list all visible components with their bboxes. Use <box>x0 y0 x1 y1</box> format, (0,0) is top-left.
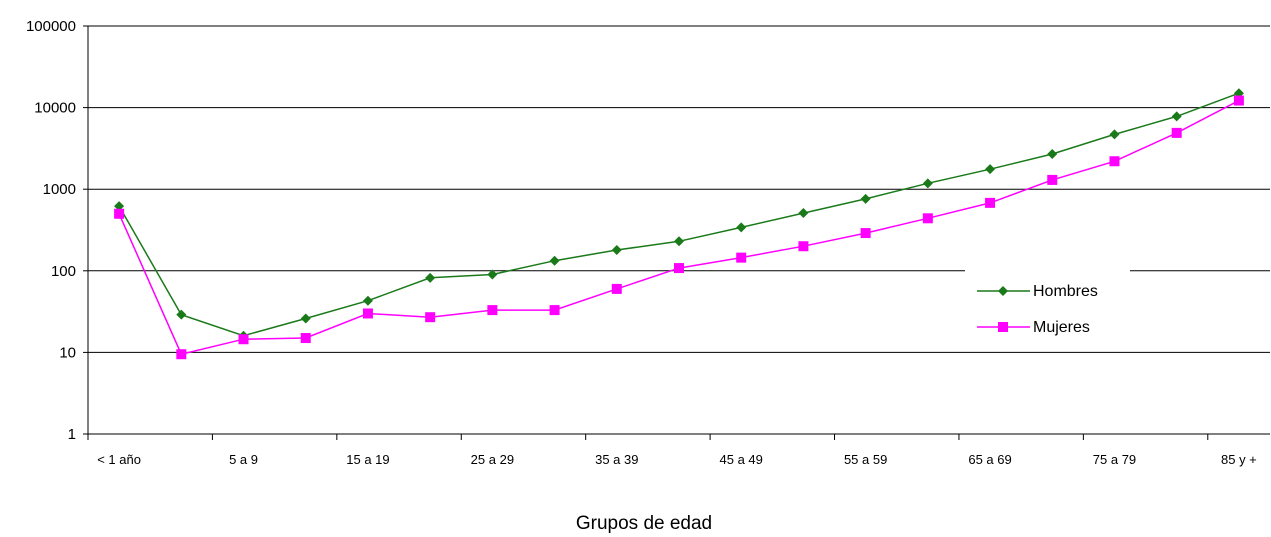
data-point <box>860 193 871 204</box>
data-point <box>176 309 187 320</box>
data-point <box>362 295 373 306</box>
y-tick-label: 10 <box>59 344 76 361</box>
x-tick-label: 35 a 39 <box>595 452 638 467</box>
data-point <box>674 263 684 274</box>
data-point <box>1109 129 1120 140</box>
x-tick-label: 25 a 29 <box>471 452 514 467</box>
data-point <box>300 313 311 324</box>
y-tick-label: 100000 <box>26 18 76 35</box>
y-tick-label: 10000 <box>34 100 76 117</box>
y-tick-label: 1 <box>68 426 76 443</box>
y-tick-label: 1000 <box>43 181 76 198</box>
data-point <box>425 272 436 283</box>
data-point <box>985 164 996 175</box>
data-point <box>798 208 809 219</box>
data-point <box>238 334 249 345</box>
data-point <box>611 244 622 255</box>
x-tick-label: 45 a 49 <box>720 452 763 467</box>
data-point <box>362 308 373 319</box>
data-point <box>1047 174 1058 185</box>
x-tick-label: 85 y + <box>1221 452 1257 467</box>
data-point <box>798 241 809 252</box>
data-point <box>487 305 498 316</box>
data-point <box>425 312 436 323</box>
data-point <box>1047 149 1058 160</box>
data-point <box>549 255 560 266</box>
data-point <box>922 213 933 224</box>
y-tick-labels: 1 10 100 1000 10000 100000 <box>26 18 76 443</box>
x-tick-label: 55 a 59 <box>844 452 887 467</box>
data-point <box>736 222 747 233</box>
legend-marker <box>998 286 1008 296</box>
legend-label: Hombres <box>1033 283 1098 300</box>
data-point <box>922 178 933 189</box>
data-point <box>114 201 125 212</box>
data-point <box>736 252 747 263</box>
legend-marker <box>998 322 1008 332</box>
x-tick-label: < 1 año <box>97 452 141 467</box>
data-point <box>1109 156 1120 167</box>
data-point <box>300 333 311 344</box>
series-group <box>114 88 1244 360</box>
data-point <box>487 269 498 280</box>
x-tick-label: 15 a 19 <box>346 452 389 467</box>
data-point <box>549 305 560 316</box>
data-point <box>114 208 125 219</box>
x-tick-labels: < 1 año 5 a 9 15 a 19 25 a 29 35 a 39 45 a 49… <box>97 452 1257 467</box>
legend-label: Mujeres <box>1033 319 1090 336</box>
data-point <box>611 283 622 294</box>
legend: Hombres Mujeres <box>965 268 1130 350</box>
data-point <box>1171 111 1182 122</box>
x-tick-label: 65 a 69 <box>968 452 1011 467</box>
data-point <box>1233 95 1244 106</box>
x-tick-label: 5 a 9 <box>229 452 258 467</box>
data-point <box>985 197 996 208</box>
legend-box <box>965 268 1130 350</box>
x-axis-title: Grupos de edad <box>576 513 712 534</box>
data-point <box>1171 127 1182 138</box>
data-point <box>674 236 684 247</box>
axes <box>83 25 1270 440</box>
data-point <box>176 349 187 360</box>
data-point <box>860 228 871 239</box>
y-tick-label: 100 <box>51 263 76 280</box>
x-tick-label: 75 a 79 <box>1093 452 1136 467</box>
